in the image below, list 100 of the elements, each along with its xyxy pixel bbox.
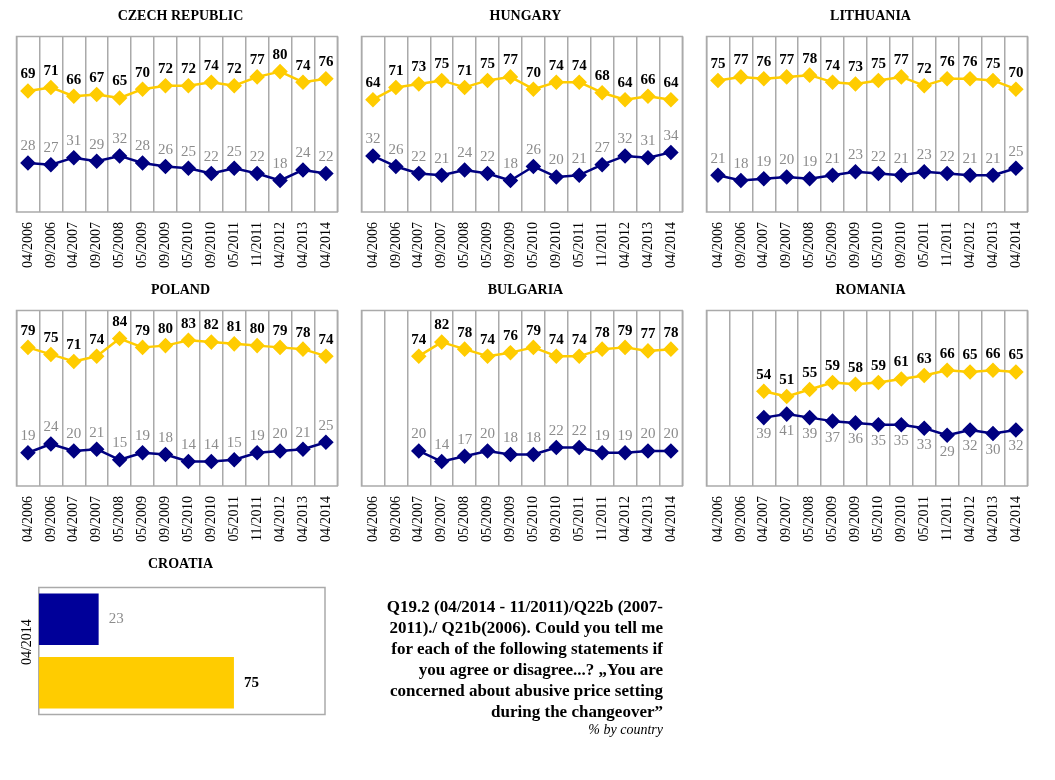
data-label: 75 xyxy=(870,54,886,71)
data-label: 80 xyxy=(272,46,288,62)
point xyxy=(295,341,311,357)
x-tick-label: 04/2006 xyxy=(364,496,380,542)
point xyxy=(457,449,472,464)
x-tick-label: 09/2007 xyxy=(88,496,104,542)
point xyxy=(617,92,633,107)
data-label: 24 xyxy=(457,144,473,161)
data-label: 22 xyxy=(548,421,564,438)
point xyxy=(939,166,955,181)
data-label: 76 xyxy=(962,53,979,70)
data-label: 55 xyxy=(802,363,818,380)
x-tick-label: 05/2011 xyxy=(570,496,586,542)
point xyxy=(503,345,518,360)
point xyxy=(526,447,541,462)
point xyxy=(962,167,978,183)
point xyxy=(249,445,265,460)
point xyxy=(181,78,196,93)
data-label: 75 xyxy=(434,54,450,71)
point xyxy=(158,447,173,462)
x-tick-label: 09/2007 xyxy=(88,222,104,268)
point xyxy=(158,78,173,93)
x-tick-label: 11/2011 xyxy=(593,222,609,267)
data-label: 74 xyxy=(411,330,427,347)
data-label: 75 xyxy=(710,54,726,71)
x-tick-label: 09/2009 xyxy=(157,496,173,542)
data-label: 83 xyxy=(180,314,196,331)
x-tick-label: 04/2013 xyxy=(639,222,655,268)
data-label: 67 xyxy=(89,68,105,85)
data-label: 34 xyxy=(663,126,679,143)
point xyxy=(894,69,909,85)
point xyxy=(135,445,150,460)
point xyxy=(779,406,794,422)
x-tick-label: 11/2011 xyxy=(938,496,954,541)
data-label: 23 xyxy=(847,146,863,163)
data-label: 32 xyxy=(962,437,978,454)
point xyxy=(871,73,886,88)
data-label: 19 xyxy=(20,427,36,444)
x-tick-label: 04/2012 xyxy=(271,222,287,268)
x-tick-label: 04/2013 xyxy=(294,222,310,268)
point xyxy=(571,348,587,364)
point xyxy=(388,159,404,174)
point xyxy=(365,148,381,164)
data-label: 66 xyxy=(640,70,656,87)
point xyxy=(411,166,427,181)
point xyxy=(318,71,334,86)
data-label: 77 xyxy=(779,51,795,68)
x-tick-label: 05/2011 xyxy=(225,222,241,268)
point xyxy=(939,427,955,443)
x-tick-label: 09/2007 xyxy=(778,222,794,268)
data-label: 19 xyxy=(249,427,265,444)
point xyxy=(802,410,817,425)
x-tick-label: 04/2014 xyxy=(662,496,678,542)
point xyxy=(594,157,610,172)
data-label: 79 xyxy=(525,321,541,338)
point xyxy=(894,371,909,387)
data-label: 81 xyxy=(226,318,242,335)
data-label: 71 xyxy=(66,335,82,352)
x-tick-label: 05/2010 xyxy=(525,222,541,268)
point xyxy=(204,166,219,181)
data-label: 72 xyxy=(916,60,932,77)
data-label: 18 xyxy=(157,428,173,445)
point xyxy=(480,73,495,88)
x-tick-label: 04/2014 xyxy=(317,496,333,542)
x-tick-label: 09/2009 xyxy=(157,222,173,268)
chart-title: CROATIA xyxy=(146,556,215,573)
point xyxy=(272,64,288,79)
point xyxy=(640,88,656,104)
data-label: 39 xyxy=(756,425,772,442)
point xyxy=(272,340,288,355)
data-label: 33 xyxy=(916,435,932,452)
data-label: 19 xyxy=(617,427,633,444)
point xyxy=(733,173,749,188)
data-label: 24 xyxy=(295,144,311,161)
data-label: 80 xyxy=(249,320,265,336)
point xyxy=(640,150,656,165)
x-tick-label: 09/2010 xyxy=(202,222,218,268)
point xyxy=(594,85,610,100)
data-label: 72 xyxy=(157,60,173,77)
data-label: 71 xyxy=(43,61,59,78)
x-tick-label: 04/2006 xyxy=(19,222,35,268)
data-label: 23 xyxy=(108,610,124,627)
data-label: 21 xyxy=(962,149,978,166)
data-label: 66 xyxy=(985,344,1001,361)
data-label: 70 xyxy=(1008,63,1024,80)
point xyxy=(181,333,196,348)
point xyxy=(112,331,127,346)
data-label: 19 xyxy=(135,427,151,444)
x-tick-label: 05/2009 xyxy=(134,496,150,542)
point xyxy=(710,167,726,183)
data-label: 78 xyxy=(295,323,311,340)
point xyxy=(434,334,449,350)
data-label: 74 xyxy=(548,56,565,73)
data-label: 21 xyxy=(571,149,587,166)
data-label: 32 xyxy=(112,130,128,147)
data-label: 26 xyxy=(157,140,174,157)
chart-title: BULGARIA xyxy=(486,282,565,299)
point xyxy=(480,166,495,181)
data-label: 20 xyxy=(480,425,496,442)
point xyxy=(457,80,472,95)
